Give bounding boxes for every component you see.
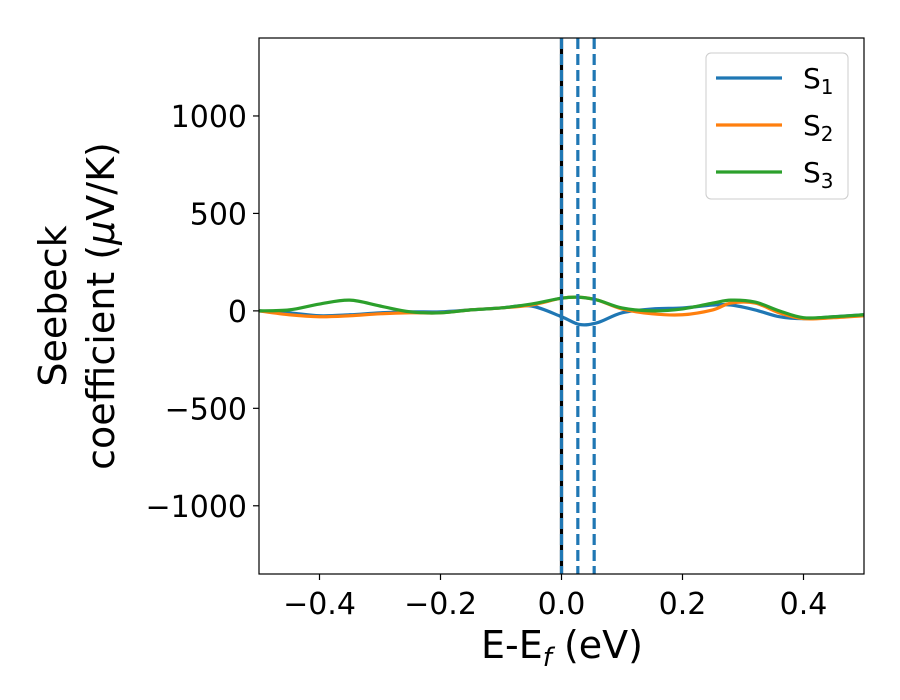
legend-label-3: S3 bbox=[803, 156, 834, 193]
legend-label-2: S2 bbox=[803, 109, 834, 146]
axis-ticks: −0.4 −0.2 0.0 0.2 0.4 −1000 −500 0 500 1000 bbox=[146, 100, 828, 622]
legend: S1 S2 S3 bbox=[705, 52, 849, 200]
x-tick-label: −0.4 bbox=[283, 587, 356, 622]
x-tick-label: 0.0 bbox=[538, 587, 586, 622]
y-axis-label-line1: Seebeck bbox=[31, 225, 75, 386]
x-tick-label: −0.2 bbox=[404, 587, 477, 622]
y-axis-label: Seebeck coefficient (μV/K) bbox=[31, 142, 123, 470]
y-tick-label: −500 bbox=[165, 392, 247, 427]
y-tick-label: 0 bbox=[228, 295, 247, 330]
legend-label-1: S1 bbox=[803, 62, 834, 99]
y-tick-label: 500 bbox=[190, 197, 247, 232]
y-tick-label: 1000 bbox=[171, 100, 247, 135]
x-tick-label: 0.2 bbox=[659, 587, 707, 622]
x-axis-label: E-Ef (eV) bbox=[481, 623, 643, 673]
y-axis-label-line2: coefficient (μV/K) bbox=[79, 142, 123, 470]
y-tick-label: −1000 bbox=[146, 490, 247, 525]
series-line-3 bbox=[259, 295, 864, 320]
plot-area bbox=[259, 38, 864, 574]
x-tick-label: 0.4 bbox=[780, 587, 828, 622]
